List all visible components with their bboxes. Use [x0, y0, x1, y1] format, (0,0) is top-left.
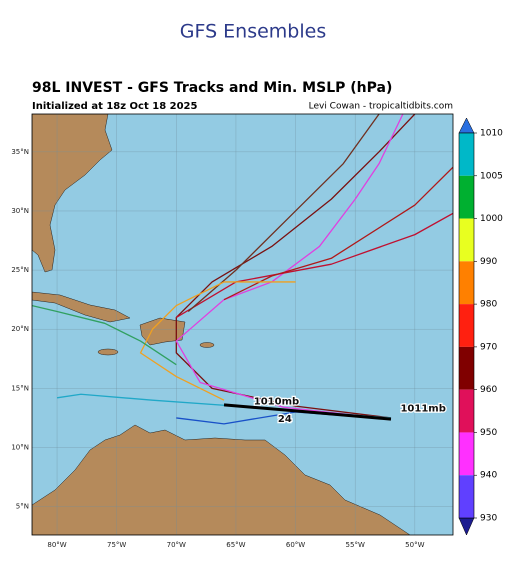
track	[175, 212, 453, 318]
colorbar-under	[458, 517, 475, 536]
hispaniola	[139, 317, 186, 346]
x-tick-label: 70°W	[167, 541, 186, 549]
colorbar: 1010 1005 1000 990 980 970 960 950 940 930	[458, 117, 503, 536]
track	[223, 403, 392, 421]
y-tick-label: 20°N	[11, 325, 29, 333]
x-tick-label: 50°W	[405, 541, 424, 549]
colorbar-segment	[459, 133, 474, 176]
track	[175, 114, 416, 419]
colorbar-segment	[459, 432, 474, 476]
y-tick-label: 25°N	[11, 266, 29, 274]
colorbar-segment	[459, 218, 474, 262]
colorbar-label: 980	[480, 300, 497, 310]
x-tick-label: 80°W	[47, 541, 66, 549]
colorbar-label: 1010	[480, 129, 503, 139]
annotation: 24	[278, 414, 292, 425]
y-tick-label: 5°N	[16, 503, 29, 511]
south-america	[32, 424, 411, 535]
colorbar-label: 960	[480, 385, 497, 395]
cuba	[32, 291, 131, 323]
land	[32, 114, 411, 535]
labels: 80°W 75°W 70°W 65°W 60°W 55°W 50°W 5°N 10°N 15°N 2…	[11, 148, 447, 549]
x-tick-label: 60°W	[286, 541, 305, 549]
y-tick-label: 15°N	[11, 384, 29, 392]
puerto-rico	[199, 342, 215, 348]
y-tick-label: 10°N	[11, 443, 29, 451]
colorbar-label: 1005	[480, 171, 503, 181]
annotation: 1010mb	[254, 396, 299, 407]
colorbar-segment	[459, 389, 474, 433]
chart-subtitle: Initialized at 18z Oct 18 2025	[32, 101, 198, 112]
annotation: 1011mb	[400, 403, 445, 414]
track	[175, 114, 404, 420]
colorbar-label: 970	[480, 342, 497, 352]
colorbar-segment	[459, 261, 474, 305]
colorbar-label: 940	[480, 471, 497, 481]
colorbar-segment	[459, 175, 474, 219]
north-america	[32, 114, 113, 273]
colorbar-segment	[459, 304, 474, 347]
track	[139, 281, 296, 401]
colorbar-label: 950	[480, 428, 497, 438]
x-tick-label: 55°W	[346, 541, 365, 549]
tracks	[32, 114, 453, 425]
x-tick-label: 65°W	[226, 541, 245, 549]
track	[32, 304, 177, 366]
colorbar-segment	[459, 346, 474, 390]
x-tick-label: 75°W	[107, 541, 126, 549]
credit: Levi Cowan - tropicaltidbits.com	[309, 102, 453, 112]
y-tick-label: 30°N	[11, 207, 29, 215]
y-tick-label: 35°N	[11, 148, 29, 156]
colorbar-label: 930	[480, 514, 497, 524]
colorbar-label: 990	[480, 257, 497, 267]
page-title: GFS Ensembles	[180, 21, 327, 43]
track	[223, 166, 453, 301]
map-frame	[31, 113, 454, 536]
colorbar-segment	[459, 475, 474, 518]
colorbar-over	[458, 117, 475, 134]
colorbar-label: 1000	[480, 214, 503, 224]
chart-title: 98L INVEST - GFS Tracks and Min. MSLP (h…	[32, 80, 392, 96]
jamaica	[97, 348, 119, 356]
colorbar-frame	[458, 132, 475, 519]
